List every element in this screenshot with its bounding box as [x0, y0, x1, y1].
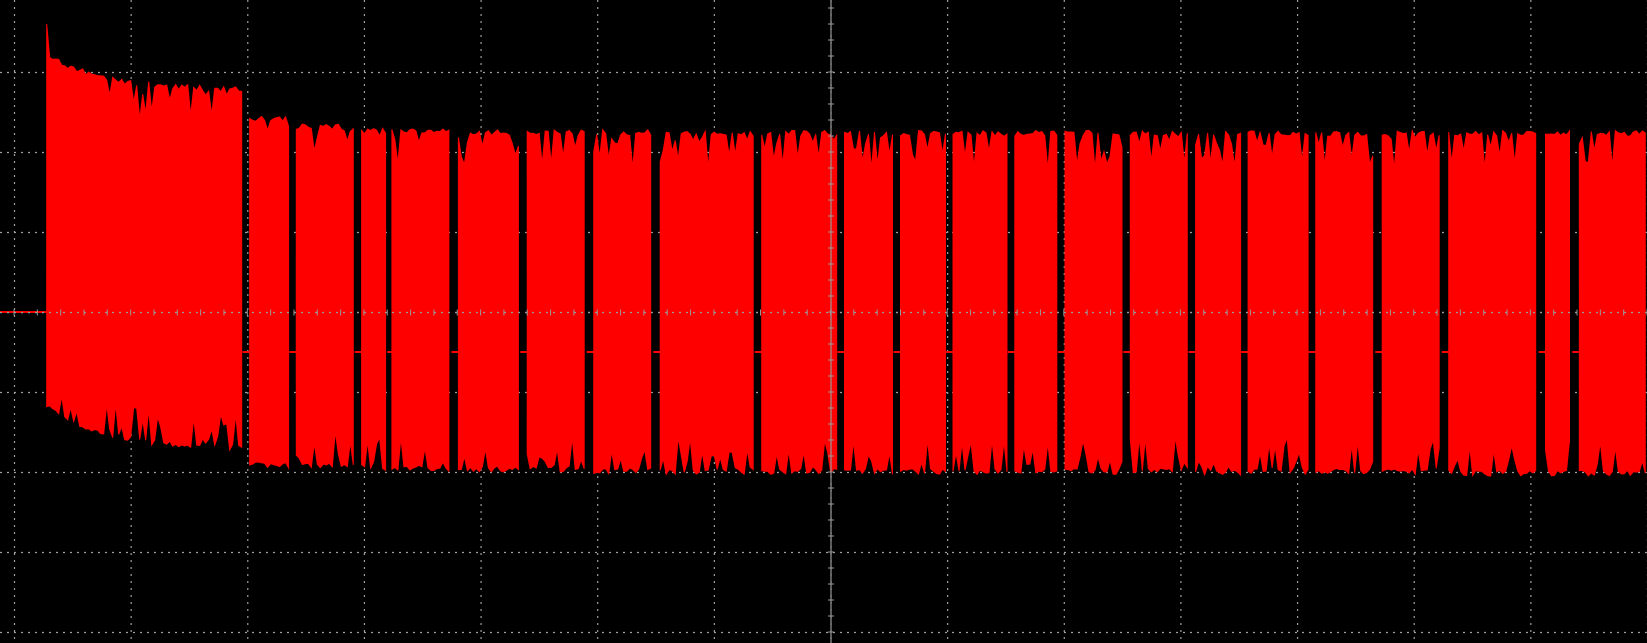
burst: [899, 130, 946, 475]
burst: [1448, 129, 1537, 478]
burst: [295, 123, 354, 469]
burst: [1195, 130, 1242, 477]
burst: [526, 129, 585, 473]
burst: [761, 129, 838, 475]
burst: [249, 115, 290, 470]
burst: [659, 129, 754, 476]
burst: [843, 130, 893, 475]
burst: [1578, 129, 1646, 477]
burst: [1544, 129, 1570, 477]
burst: [1064, 129, 1123, 475]
burst: [593, 128, 652, 476]
burst: [391, 128, 450, 473]
burst: [1247, 130, 1309, 476]
burst: [46, 23, 243, 452]
burst: [457, 129, 519, 473]
burst: [1381, 128, 1440, 476]
burst: [1129, 130, 1188, 474]
waveform-trace: [0, 23, 1646, 478]
burst: [361, 127, 387, 472]
burst: [1315, 131, 1374, 475]
burst: [952, 129, 1008, 476]
burst: [1014, 129, 1058, 474]
